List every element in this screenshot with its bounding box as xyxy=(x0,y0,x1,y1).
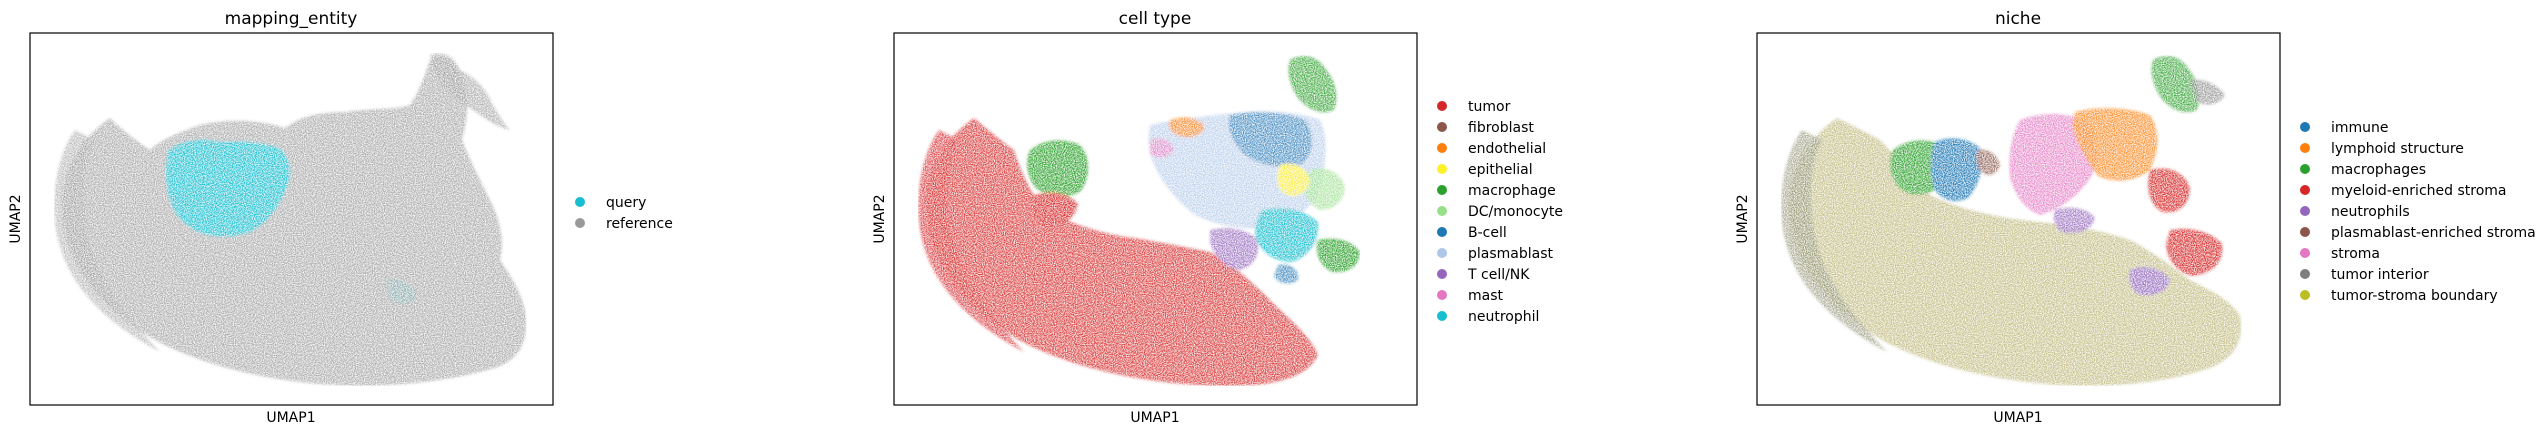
panel-title: mapping_entity xyxy=(225,9,358,29)
umap-scatter xyxy=(54,53,527,386)
legend-marker xyxy=(1437,164,1447,174)
legend-marker xyxy=(575,218,585,228)
legend-marker xyxy=(2300,206,2310,216)
legend-marker xyxy=(1437,290,1447,300)
legend: query reference xyxy=(575,195,673,232)
legend: immune lymphoid structure macrophages myelo… xyxy=(2300,120,2536,304)
legend-item: fibroblast xyxy=(1437,120,1534,136)
legend-label: mast xyxy=(1468,288,1504,304)
legend-item: query xyxy=(575,195,646,211)
legend: tumor fibroblast endothelial epithelial macr… xyxy=(1437,99,1563,325)
legend-label: fibroblast xyxy=(1468,120,1534,136)
legend-marker xyxy=(1437,269,1447,279)
legend-marker xyxy=(1437,206,1447,216)
legend-label: plasmablast xyxy=(1468,246,1554,262)
legend-item: DC/monocyte xyxy=(1437,204,1563,220)
legend-label: epithelial xyxy=(1468,162,1533,178)
legend-item: macrophage xyxy=(1437,183,1556,199)
legend-marker xyxy=(1437,227,1447,237)
umap-scatter xyxy=(1781,55,2242,386)
legend-item: epithelial xyxy=(1437,162,1533,178)
legend-label: immune xyxy=(2331,120,2389,136)
legend-item: B-cell xyxy=(1437,225,1507,241)
legend-label: endothelial xyxy=(1468,141,1546,157)
reference-cells xyxy=(62,56,527,386)
x-axis-label: UMAP1 xyxy=(1993,410,2042,426)
legend-label: DC/monocyte xyxy=(1468,204,1563,220)
legend-item: tumor interior xyxy=(2300,267,2429,283)
legend-marker xyxy=(1437,185,1447,195)
legend-label: tumor interior xyxy=(2331,267,2429,283)
panel-niche: niche xyxy=(1735,9,2536,426)
legend-item: T cell/NK xyxy=(1437,267,1530,283)
legend-item: tumor-stroma boundary xyxy=(2300,288,2498,304)
y-axis-label: UMAP2 xyxy=(872,194,888,243)
legend-item: plasmablast xyxy=(1437,246,1554,262)
legend-label: reference xyxy=(606,216,673,232)
legend-item: endothelial xyxy=(1437,141,1546,157)
legend-marker xyxy=(1437,248,1447,258)
legend-item: lymphoid structure xyxy=(2300,141,2464,157)
legend-item: macrophages xyxy=(2300,162,2426,178)
legend-label: myeloid-enriched stroma xyxy=(2331,183,2507,199)
legend-label: T cell/NK xyxy=(1467,267,1530,283)
panel-mapping-entity: mapping_entity UMAP1 UMAP2 query referenc… xyxy=(8,9,673,426)
legend-label: tumor-stroma boundary xyxy=(2331,288,2498,304)
x-axis-label: UMAP1 xyxy=(266,410,315,426)
legend-marker xyxy=(1437,122,1447,132)
legend-label: macrophages xyxy=(2331,162,2426,178)
y-axis-label: UMAP2 xyxy=(8,194,24,243)
legend-item: immune xyxy=(2300,120,2389,136)
legend-marker xyxy=(2300,122,2310,132)
legend-label: stroma xyxy=(2331,246,2380,262)
plot-frame xyxy=(29,32,554,406)
plot-frame xyxy=(893,32,1418,406)
legend-item: neutrophil xyxy=(1437,309,1539,325)
legend-label: B-cell xyxy=(1468,225,1507,241)
legend-label: neutrophil xyxy=(1468,309,1539,325)
legend-marker xyxy=(2300,248,2310,258)
legend-item: stroma xyxy=(2300,246,2380,262)
legend-label: lymphoid structure xyxy=(2331,141,2464,157)
legend-label: tumor xyxy=(1468,99,1511,115)
legend-marker xyxy=(2300,164,2310,174)
legend-item: myeloid-enriched stroma xyxy=(2300,183,2507,199)
legend-label: macrophage xyxy=(1468,183,1556,199)
legend-marker xyxy=(2300,143,2310,153)
legend-item: plasmablast-enriched stroma xyxy=(2300,225,2536,241)
legend-item: mast xyxy=(1437,288,1504,304)
legend-marker xyxy=(2300,185,2310,195)
legend-label: neutrophils xyxy=(2331,204,2410,220)
legend-item: neutrophils xyxy=(2300,204,2410,220)
panel-title: cell type xyxy=(1119,9,1192,29)
legend-item: reference xyxy=(575,216,673,232)
legend-marker xyxy=(1437,311,1447,321)
legend-marker xyxy=(2300,227,2310,237)
y-axis-label: UMAP2 xyxy=(1735,194,1751,243)
legend-marker xyxy=(2300,290,2310,300)
legend-label: plasmablast-enriched stroma xyxy=(2331,225,2536,241)
legend-marker xyxy=(1437,101,1447,111)
query-cells xyxy=(165,139,290,237)
legend-label: query xyxy=(606,195,646,211)
plot-frame xyxy=(1756,32,2281,406)
panel-title: niche xyxy=(1995,9,2041,29)
legend-item: tumor xyxy=(1437,99,1511,115)
umap-scatter xyxy=(918,55,1360,386)
x-axis-label: UMAP1 xyxy=(1130,410,1179,426)
legend-marker xyxy=(1437,143,1447,153)
legend-marker xyxy=(2300,269,2310,279)
panel-cell-type: cell type xyxy=(872,9,1563,426)
legend-marker xyxy=(575,197,585,207)
